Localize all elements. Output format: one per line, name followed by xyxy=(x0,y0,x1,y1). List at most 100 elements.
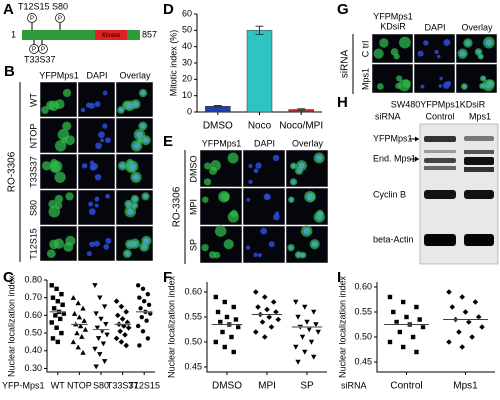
dot xyxy=(313,322,319,328)
phospho-circle xyxy=(55,13,65,23)
dot xyxy=(215,309,221,315)
nucleus xyxy=(253,168,259,174)
dot xyxy=(100,341,107,347)
nucleus xyxy=(126,208,134,215)
dot xyxy=(61,311,67,316)
nucleus xyxy=(129,162,136,170)
dot xyxy=(92,283,98,289)
nucleus xyxy=(303,227,311,235)
dot xyxy=(213,339,218,345)
dot xyxy=(417,317,422,322)
arrow-head xyxy=(415,136,419,142)
nucleus xyxy=(245,245,251,250)
dot xyxy=(75,344,81,350)
dot xyxy=(50,336,56,341)
nucleus xyxy=(102,90,108,96)
nucleus xyxy=(288,245,294,250)
nucleus xyxy=(94,203,99,208)
nucleus xyxy=(263,193,271,201)
dot xyxy=(220,329,225,335)
dot xyxy=(95,336,102,342)
y-tick-label: 30 xyxy=(182,57,192,67)
nucleus xyxy=(93,240,100,247)
dot xyxy=(293,344,299,350)
dot xyxy=(103,322,109,327)
dot xyxy=(449,304,456,310)
nucleus xyxy=(260,227,268,235)
phospho-circle xyxy=(38,44,48,54)
x-tick-label: DMSO xyxy=(212,381,242,392)
cell xyxy=(54,171,66,183)
cell xyxy=(402,79,411,88)
nucleus xyxy=(258,253,262,258)
dot xyxy=(469,334,475,340)
nucleus xyxy=(478,54,483,59)
dot xyxy=(446,339,452,345)
x-tick-label: NTOP xyxy=(67,380,92,390)
nucleus xyxy=(94,196,100,202)
cell xyxy=(50,160,63,173)
dot xyxy=(462,309,469,315)
panel-letter: G xyxy=(337,1,349,18)
dot xyxy=(113,335,120,342)
dot xyxy=(273,309,279,315)
band xyxy=(464,150,494,154)
band xyxy=(464,136,494,141)
nucleus xyxy=(291,179,296,185)
nucleus xyxy=(105,137,111,144)
cell xyxy=(41,106,49,114)
nucleus xyxy=(274,211,280,216)
dot xyxy=(92,346,98,352)
dot xyxy=(394,319,399,325)
micrograph xyxy=(77,81,116,118)
nucleus xyxy=(132,101,139,107)
dot xyxy=(218,319,223,325)
lane-label: Mps1 xyxy=(469,111,491,121)
nucleus xyxy=(100,138,104,143)
nucleus xyxy=(246,197,251,202)
dot xyxy=(311,309,317,315)
dot xyxy=(233,317,239,322)
dot xyxy=(261,334,268,340)
micrograph xyxy=(413,33,456,64)
nucleus xyxy=(132,196,138,202)
x-axis-prefix: YFP-Mps1 xyxy=(2,380,45,390)
dot xyxy=(261,294,268,300)
dot xyxy=(55,339,60,345)
side-label: RO-3306 xyxy=(172,186,183,227)
dot xyxy=(101,304,108,310)
axis xyxy=(46,280,155,373)
x-tick-label: SP xyxy=(300,381,314,392)
nucleus xyxy=(291,163,296,169)
y-axis-label: Mitotic index (%) xyxy=(168,30,178,97)
y-tick-label: 0.45 xyxy=(354,356,372,366)
dot xyxy=(224,314,230,320)
y-tick-label: 0.60 xyxy=(24,310,42,320)
row-label: SP xyxy=(188,239,198,251)
nucleus xyxy=(143,137,149,144)
band xyxy=(464,167,494,172)
dot xyxy=(253,329,259,335)
dot xyxy=(400,299,406,305)
dot xyxy=(140,286,146,292)
cell xyxy=(396,75,403,82)
y-tick-label: 0 xyxy=(187,106,192,116)
protein-bar xyxy=(22,30,140,40)
nucleus xyxy=(298,162,305,169)
dot xyxy=(117,328,123,335)
dot xyxy=(98,316,104,322)
dot xyxy=(122,332,128,338)
nucleus xyxy=(80,107,86,113)
dot xyxy=(231,304,236,310)
nucleus xyxy=(88,208,96,215)
nucleus xyxy=(140,123,146,129)
phospho-circle xyxy=(27,13,37,23)
y-axis-label: Nuclear localization index xyxy=(337,275,347,378)
dot xyxy=(145,291,151,297)
domain-label: Kinase xyxy=(102,33,121,39)
cell xyxy=(202,196,209,203)
cell xyxy=(62,121,72,131)
dot xyxy=(81,317,87,323)
dot xyxy=(302,349,308,355)
dot xyxy=(97,295,103,301)
